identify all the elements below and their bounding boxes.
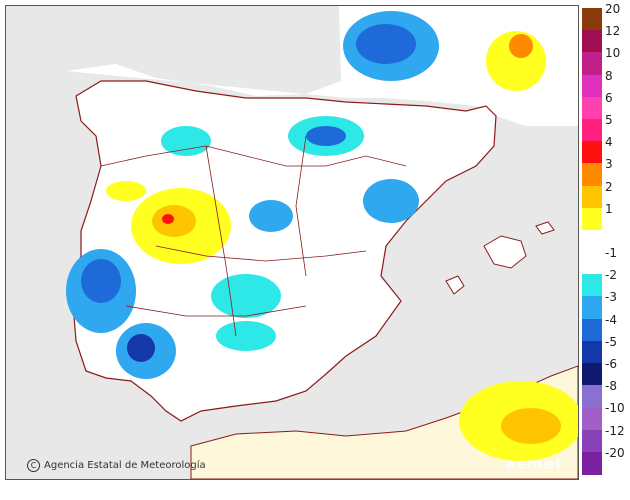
legend-label: -4	[605, 312, 617, 327]
legend-label: 12	[605, 24, 621, 39]
legend-swatch	[582, 229, 602, 253]
legend-label: -5	[605, 334, 617, 349]
color-legend: 20 12 10 8 6 5 4 3 2 1 -1 -2 -3 -4 -5 -6 -8 -10 -12 -20	[582, 2, 625, 476]
legend-swatch	[582, 252, 602, 276]
brand-logo: aemet	[505, 455, 564, 473]
legend-swatch	[582, 163, 602, 187]
map-panel	[5, 5, 579, 480]
mallorca-island	[483, 235, 527, 269]
cool-patch-iberico	[363, 179, 419, 223]
legend-label: -8	[605, 379, 617, 394]
legend-swatch	[582, 318, 602, 342]
legend-swatch	[582, 385, 602, 409]
legend-label: 10	[605, 46, 621, 61]
legend-label: 2	[605, 179, 613, 194]
warm-core-extremadura	[152, 205, 196, 237]
legend-label: -20	[605, 445, 625, 460]
legend-swatch	[582, 363, 602, 387]
legend-label: -1	[605, 246, 617, 261]
menorca-island	[535, 221, 555, 235]
legend-label: 6	[605, 90, 613, 105]
legend-label: -3	[605, 290, 617, 305]
region-boundaries	[100, 135, 407, 337]
warm-max-extremadura	[162, 214, 174, 224]
legend-label: -10	[605, 401, 625, 416]
legend-swatch	[582, 74, 602, 98]
legend-label: -12	[605, 423, 625, 438]
cold-core-southwest	[81, 259, 121, 303]
legend-label: 4	[605, 135, 613, 150]
cool-patch-castilla	[161, 126, 211, 156]
legend-swatch	[582, 118, 602, 142]
legend-label: 5	[605, 112, 613, 127]
legend-swatch	[582, 141, 602, 165]
legend-swatch	[582, 274, 602, 298]
cool-patch-mancha	[211, 274, 281, 318]
warm-core-catalonia	[509, 34, 533, 58]
legend-swatch	[582, 96, 602, 120]
cool-patch-centro	[249, 200, 293, 232]
legend-swatch	[582, 207, 602, 231]
warm-patch-portugal	[106, 181, 146, 201]
cold-core-andalucia	[127, 334, 155, 362]
legend-swatch	[582, 52, 602, 76]
copyright-icon: C	[27, 459, 40, 472]
credit-text: Agencia Estatal de Meteorología	[44, 460, 206, 471]
legend-label: 8	[605, 68, 613, 83]
legend-swatch	[582, 407, 602, 431]
cool-core-ebro	[306, 126, 346, 146]
credit-line: C Agencia Estatal de Meteorología	[27, 459, 206, 472]
legend-swatch	[582, 8, 602, 31]
cold-core-pyrenees	[356, 24, 416, 64]
legend-label: 3	[605, 157, 613, 172]
legend-swatch	[582, 185, 602, 209]
legend-label: -6	[605, 357, 617, 372]
legend-swatch	[582, 340, 602, 364]
legend-swatch	[582, 429, 602, 453]
legend-swatch	[582, 296, 602, 320]
cool-patch-jaen	[216, 321, 276, 351]
warm-core-africa	[501, 408, 561, 444]
legend-label: 20	[605, 2, 621, 16]
legend-label: -2	[605, 268, 617, 283]
anomaly-map	[6, 6, 578, 479]
legend-swatch	[582, 451, 602, 475]
legend-swatch	[582, 30, 602, 54]
legend-label: 1	[605, 201, 613, 216]
france-land	[66, 6, 578, 126]
ibiza-island	[445, 275, 465, 295]
